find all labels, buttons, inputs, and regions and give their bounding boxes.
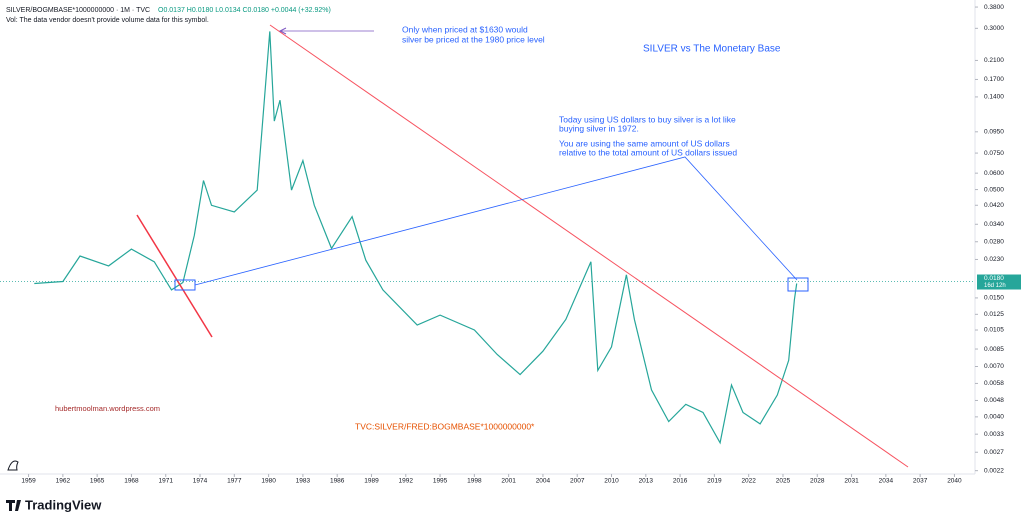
y-tick-label: 0.0950 — [984, 129, 1004, 136]
comparison-line — [194, 156, 798, 286]
brand: TradingView — [25, 497, 102, 512]
logo-mark — [6, 500, 21, 511]
price-line — [34, 31, 798, 445]
y-tick-label: 0.2100 — [984, 57, 1004, 64]
x-tick-label: 2028 — [810, 478, 825, 485]
x-tick-label: 1998 — [467, 478, 482, 485]
logo: TradingView — [6, 497, 102, 512]
annotation: You are using the same amount of US doll… — [559, 138, 730, 148]
y-tick-label: 0.0027 — [984, 449, 1004, 456]
x-tick-label: 2013 — [639, 478, 654, 485]
annotation: Today using US dollars to buy silver is … — [559, 114, 736, 124]
x-tick-label: 2022 — [741, 478, 756, 485]
y-tick-label: 0.0085 — [984, 346, 1004, 353]
x-tick-label: 2004 — [536, 478, 551, 485]
last-price-box — [977, 274, 1021, 290]
annotation: silver be priced at the 1980 price level — [402, 34, 545, 44]
x-tick-label: 2025 — [776, 478, 791, 485]
x-tick-label: 2040 — [947, 478, 962, 485]
symbol: SILVER/BOGMBASE*1000000000 · 1M · TVC — [6, 7, 150, 14]
x-tick-label: 1962 — [56, 478, 71, 485]
x-tick-label: 2019 — [707, 478, 722, 485]
arrow-head — [278, 27, 287, 35]
tv-icon[interactable] — [7, 460, 19, 471]
x-tick-label: 2007 — [570, 478, 585, 485]
y-tick-label: 0.0500 — [984, 186, 1004, 193]
credit: hubertmoolman.wordpress.com — [55, 404, 160, 413]
y-tick-label: 0.0420 — [984, 202, 1004, 209]
y-tick-label: 0.3800 — [984, 4, 1004, 11]
last-price-label: 0.0180 — [984, 275, 1004, 282]
x-tick-label: 2034 — [879, 478, 894, 485]
countdown: 16d 12h — [984, 283, 1006, 289]
x-tick-label: 1965 — [90, 478, 105, 485]
highlight-box — [174, 279, 196, 291]
annotation: Only when priced at $1630 would — [402, 24, 528, 34]
x-tick-label: 1989 — [364, 478, 379, 485]
x-tick-label: 1992 — [399, 478, 414, 485]
x-tick-label: 1986 — [330, 478, 345, 485]
y-tick-label: 0.0750 — [984, 150, 1004, 157]
y-tick-label: 0.1400 — [984, 94, 1004, 101]
annotation: relative to the total amount of US dolla… — [559, 147, 737, 157]
x-tick-label: 1995 — [433, 478, 448, 485]
x-tick-label: 2037 — [913, 478, 928, 485]
y-tick-label: 0.0230 — [984, 256, 1004, 263]
y-tick-label: 0.1700 — [984, 76, 1004, 83]
y-tick-label: 0.0058 — [984, 380, 1004, 387]
y-tick-label: 0.0600 — [984, 170, 1004, 177]
y-tick-label: 0.0150 — [984, 295, 1004, 302]
y-tick-label: 0.0040 — [984, 414, 1004, 421]
support-line — [136, 214, 213, 338]
y-tick-label: 0.0105 — [984, 327, 1004, 334]
y-tick-label: 0.0048 — [984, 397, 1004, 404]
y-tick-label: 0.0070 — [984, 363, 1004, 370]
x-tick-label: 1971 — [159, 478, 174, 485]
x-tick-label: 2031 — [844, 478, 859, 485]
x-tick-label: 2016 — [673, 478, 688, 485]
x-tick-label: 1968 — [124, 478, 139, 485]
chart-title: SILVER vs The Monetary Base — [643, 44, 781, 55]
y-tick-label: 0.0125 — [984, 311, 1004, 318]
ticker-note: TVC:SILVER/FRED:BOGMBASE*1000000000* — [355, 421, 535, 431]
x-tick-label: 1974 — [193, 478, 208, 485]
y-tick-label: 0.0033 — [984, 431, 1004, 438]
volume-note: Vol: The data vendor doesn't provide vol… — [6, 17, 209, 24]
y-tick-label: 0.0340 — [984, 221, 1004, 228]
x-tick-label: 2001 — [501, 478, 516, 485]
resistance-line — [269, 24, 909, 468]
annotation: buying silver in 1972. — [559, 123, 639, 133]
y-tick-label: 0.3000 — [984, 25, 1004, 32]
x-tick-label: 1983 — [296, 478, 311, 485]
x-tick-label: 1980 — [261, 478, 276, 485]
x-tick-label: 2010 — [604, 478, 619, 485]
x-tick-label: 1959 — [21, 478, 36, 485]
highlight-box — [787, 277, 809, 292]
x-tick-label: 1977 — [227, 478, 242, 485]
quote: O0.0137 H0.0180 L0.0134 C0.0180 +0.0044 … — [158, 7, 331, 14]
y-tick-label: 0.0022 — [984, 467, 1004, 474]
y-tick-label: 0.0280 — [984, 238, 1004, 245]
